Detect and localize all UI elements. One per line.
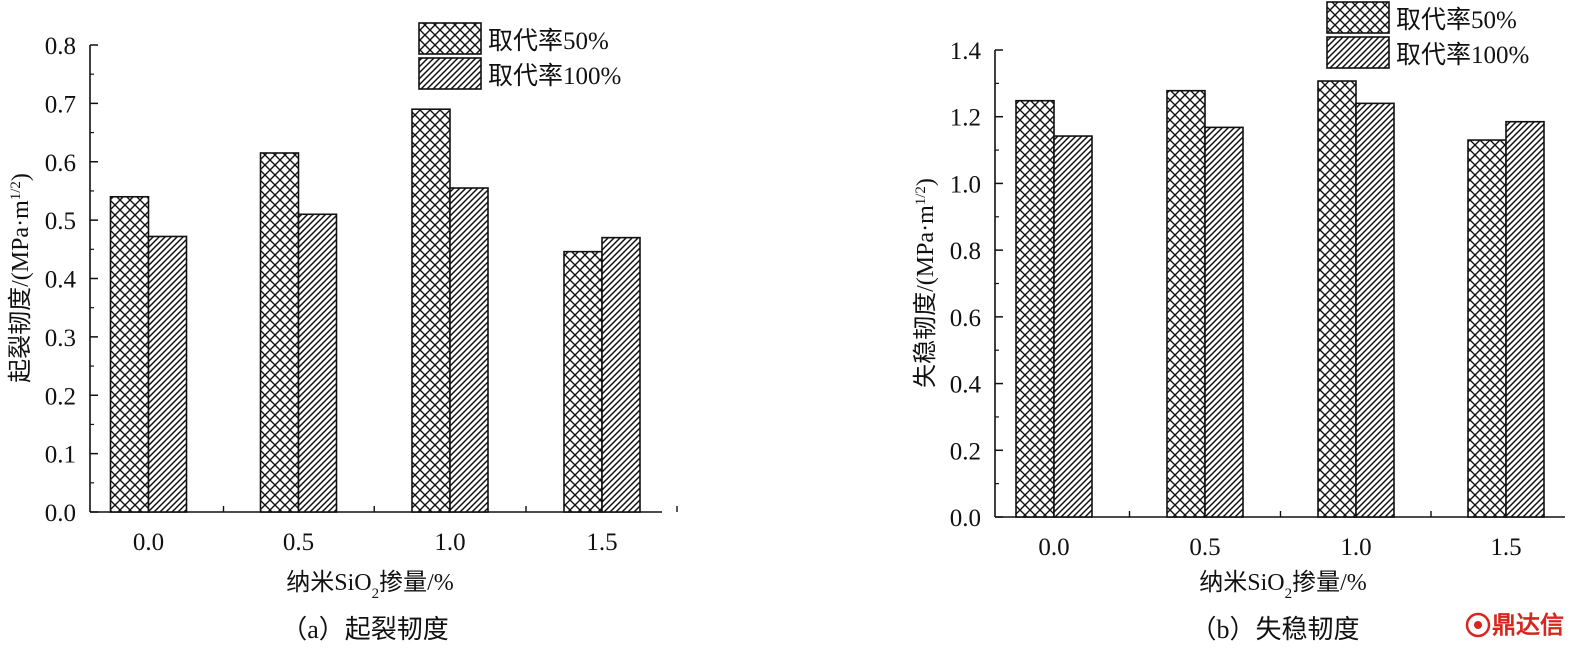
y-tick-label: 0.3	[45, 325, 76, 352]
y-axis-title: 失稳韧度/(MPa·m1/2)	[912, 178, 939, 388]
y-tick-label: 1.4	[950, 38, 982, 65]
y-tick-label: 0.0	[950, 505, 981, 532]
bar-replacement-50-0.5	[1166, 89, 1206, 518]
bar-replacement-100-1.0	[1355, 102, 1395, 518]
x-axis-title: 纳米SiO2掺量/%	[1199, 569, 1367, 602]
bar-replacement-50-0.5	[259, 152, 300, 513]
watermark-icon	[1465, 612, 1491, 638]
panel-b-instability-toughness: 0.0 0.2 0.4 0.6 0.8 1.0 1.2 1.4 0.0 0.5 1.0 1.5 失稳韧度…	[912, 1, 1565, 644]
legend-swatch	[1326, 36, 1390, 69]
x-axis-title: 纳米SiO2掺量/%	[286, 569, 454, 602]
panel-a-crack-initiation-toughness: 0.0 0.1 0.2 0.3 0.4 0.5 0.6 0.7 0.8 0.0 0.5 1.0 1.5 起…	[7, 22, 678, 644]
watermark-text: 鼎达信	[1492, 611, 1564, 639]
bar-replacement-50-1.0	[411, 108, 451, 513]
x-tick-label: 0.5	[283, 529, 314, 556]
y-tick-label: 0.1	[45, 442, 76, 469]
y-tick-label: 0.6	[950, 305, 981, 332]
bar-replacement-100-0.0	[1053, 135, 1093, 518]
panel-caption: （a）起裂韧度	[281, 615, 449, 644]
watermark-icon-dot	[1474, 621, 1482, 629]
legend-label: 取代率50%	[488, 27, 609, 55]
y-tick-label: 0.5	[45, 208, 76, 235]
bar-replacement-100-1.5	[601, 236, 641, 513]
bar-replacement-100-0.5	[1204, 126, 1244, 518]
x-tick-label: 1.0	[1340, 534, 1371, 561]
bar-replacement-50-1.0	[1317, 80, 1357, 518]
y-tick-label: 0.8	[45, 33, 76, 60]
bar-replacement-50-1.5	[1467, 139, 1507, 518]
y-tick-label: 0.2	[950, 438, 981, 465]
y-tick-label: 0.8	[950, 238, 981, 265]
legend: 取代率50% 取代率100%	[1326, 1, 1529, 69]
bar-replacement-50-0.0	[1015, 99, 1055, 518]
y-tick-label: 1.2	[950, 105, 981, 132]
y-tick-label: 0.7	[45, 91, 76, 118]
y-tick-label: 1.0	[950, 171, 981, 198]
legend-label: 取代率50%	[1396, 6, 1517, 34]
y-axis-title: 起裂韧度/(MPa·m1/2)	[7, 173, 34, 383]
bar-replacement-50-1.5	[563, 250, 603, 513]
bar-replacement-100-0.5	[297, 213, 338, 513]
y-tick-label: 0.4	[45, 267, 77, 294]
legend-swatch	[1326, 1, 1390, 34]
bar-replacement-100-1.5	[1505, 120, 1545, 518]
x-tick-label: 1.5	[1490, 534, 1521, 561]
x-tick-label: 1.5	[586, 529, 617, 556]
x-tick-label: 0.0	[133, 529, 164, 556]
x-tick-label: 0.0	[1038, 534, 1069, 561]
watermark-logo: 鼎达信	[1465, 611, 1564, 639]
bar-replacement-100-0.0	[147, 235, 188, 513]
legend-swatch	[418, 22, 482, 55]
y-tick-label: 0.0	[45, 500, 76, 527]
x-tick-label: 0.5	[1189, 534, 1220, 561]
legend-swatch	[418, 57, 482, 90]
panel-caption: （b）失稳韧度	[1190, 615, 1359, 644]
legend: 取代率50% 取代率100%	[418, 22, 621, 90]
legend-label: 取代率100%	[1396, 41, 1529, 69]
bar-replacement-50-0.0	[109, 195, 150, 513]
x-tick-label: 1.0	[434, 529, 465, 556]
y-tick-label: 0.2	[45, 383, 76, 410]
legend-label: 取代率100%	[488, 62, 621, 90]
y-tick-label: 0.4	[950, 372, 982, 399]
bar-replacement-100-1.0	[449, 187, 489, 513]
y-tick-label: 0.6	[45, 150, 76, 177]
